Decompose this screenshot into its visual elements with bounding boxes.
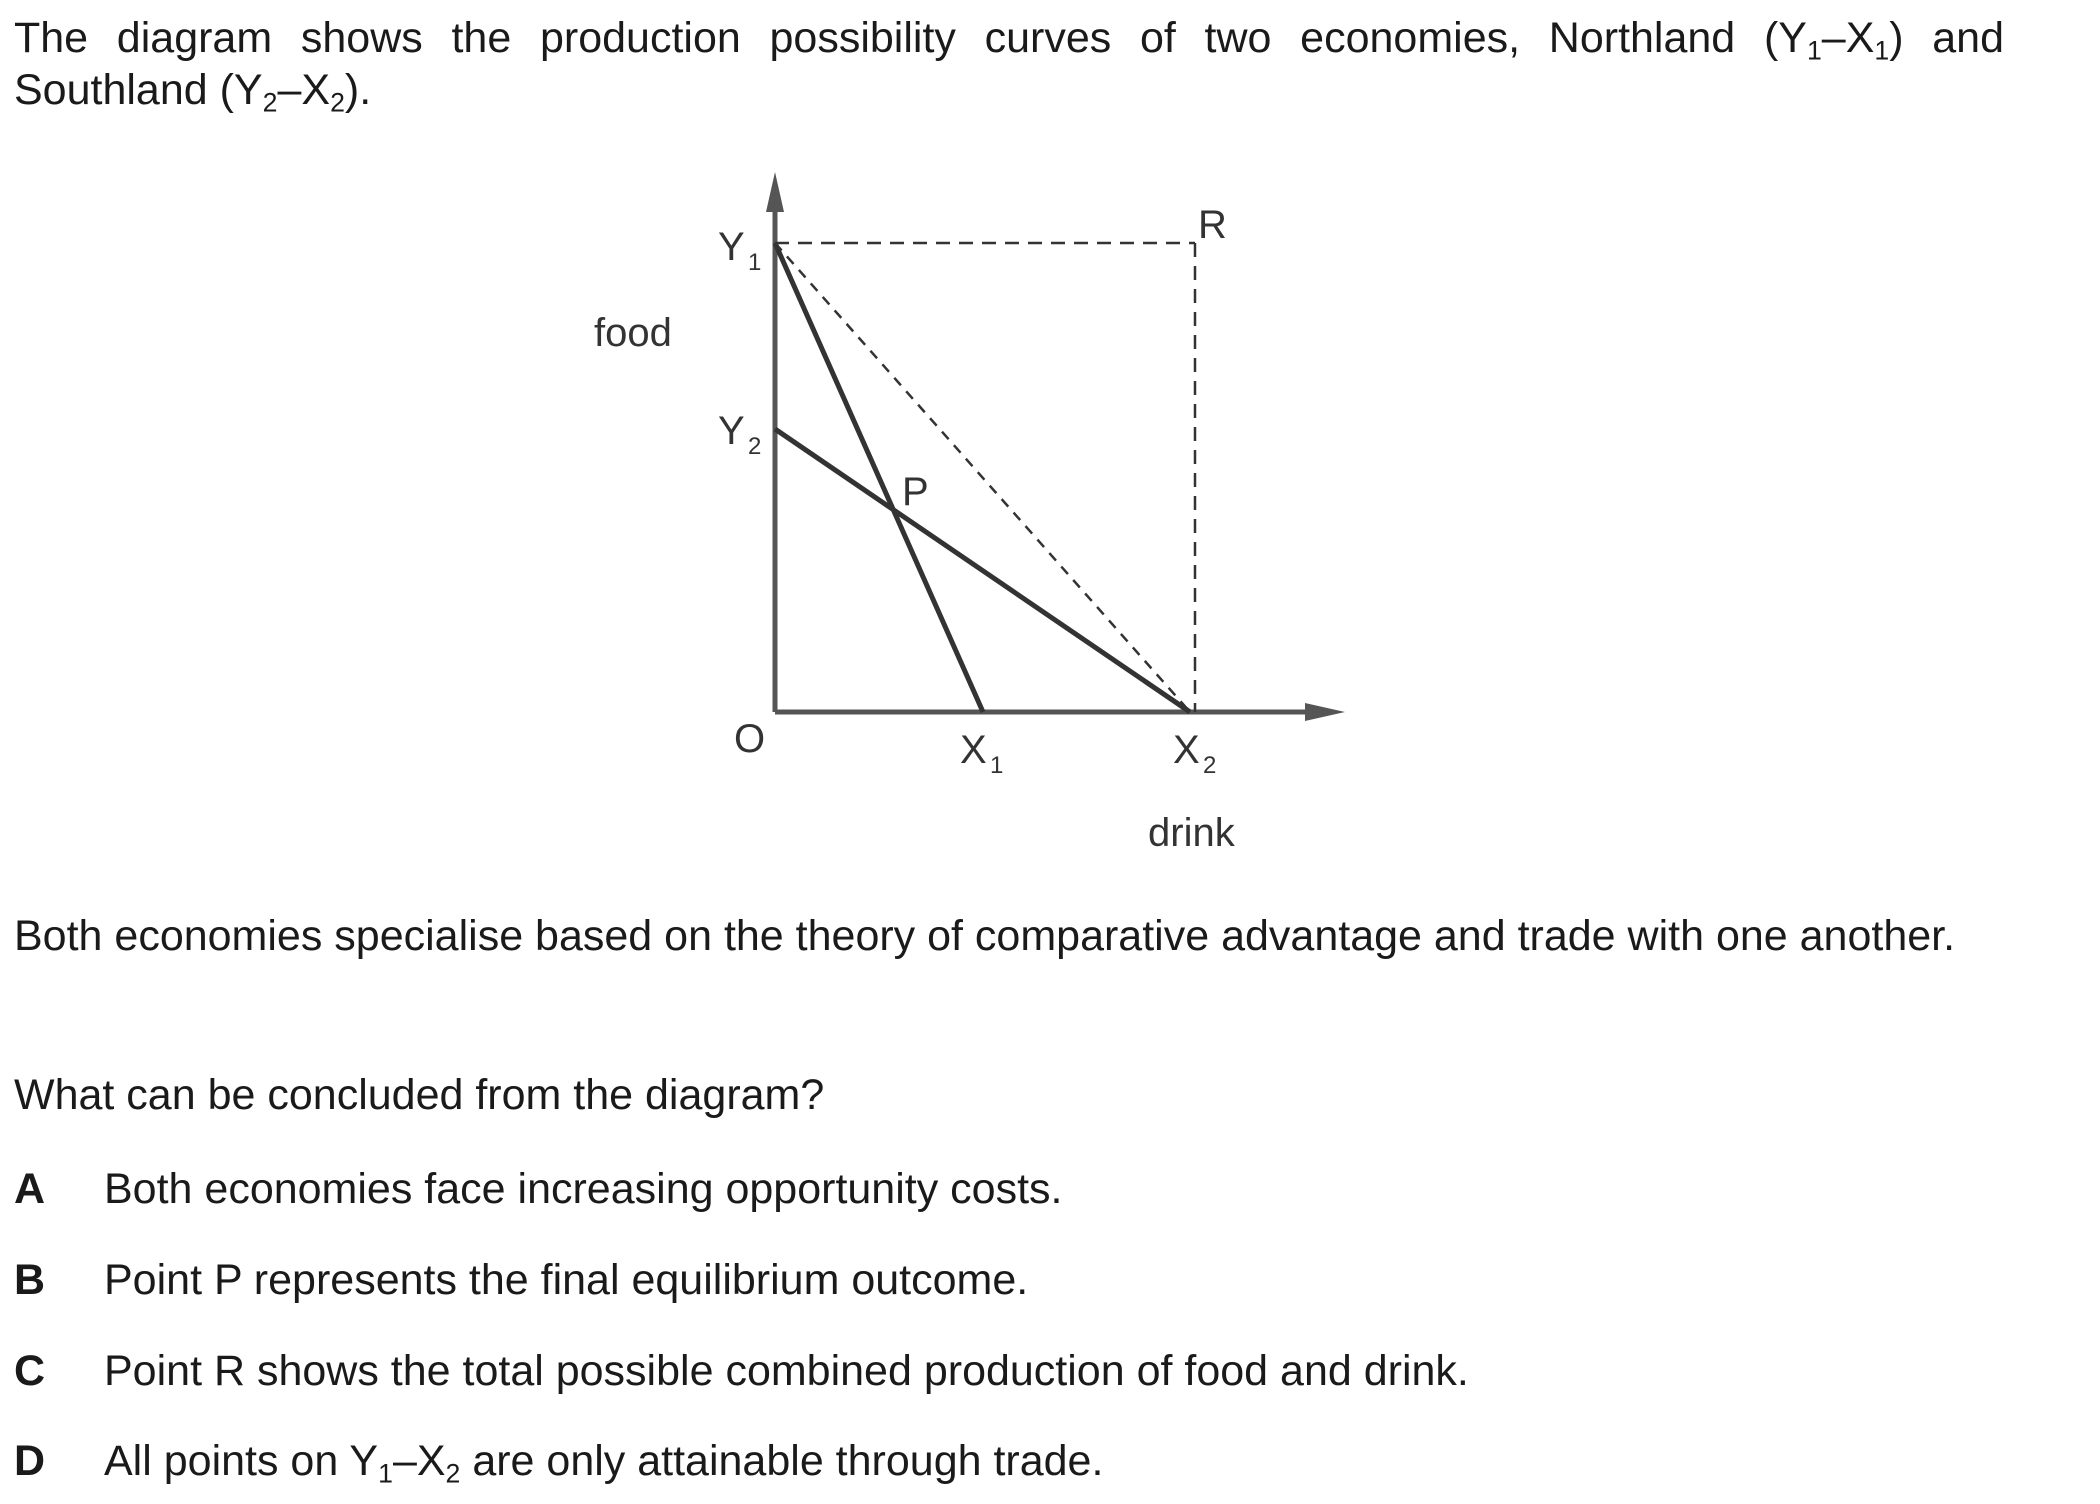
svg-text:X: X xyxy=(960,728,987,772)
option-a-letter: A xyxy=(14,1165,46,1213)
option-d-letter: D xyxy=(14,1437,46,1485)
x-axis-label: drink xyxy=(1148,811,1236,855)
point-x2-label: X 2 xyxy=(1173,728,1216,779)
question-text: What can be concluded from the diagram? xyxy=(14,1071,825,1119)
svg-text:X: X xyxy=(1173,728,1200,772)
ppc-diagram: food drink O Y 1 Y 2 X 1 X 2 P R xyxy=(594,172,1345,855)
svg-text:Y: Y xyxy=(718,409,745,453)
svg-text:2: 2 xyxy=(748,433,761,460)
point-p-label: P xyxy=(902,470,929,514)
southland-ppc-line xyxy=(773,426,1192,715)
option-c-text: Point R shows the total possible combine… xyxy=(104,1347,1469,1395)
point-x1-label: X 1 xyxy=(960,728,1003,779)
origin-label: O xyxy=(734,717,765,761)
point-y1-label: Y 1 xyxy=(718,225,761,276)
x-axis-arrowhead xyxy=(1305,703,1345,721)
intro-paragraph: The diagram shows the production possibi… xyxy=(14,14,2004,118)
option-c-letter: C xyxy=(14,1347,46,1395)
svg-text:1: 1 xyxy=(990,752,1003,779)
option-b-text: Point P represents the final equilibrium… xyxy=(104,1256,1029,1304)
svg-text:1: 1 xyxy=(748,249,761,276)
svg-text:Y: Y xyxy=(718,225,745,269)
option-a-text: Both economies face increasing opportuni… xyxy=(104,1165,1063,1213)
northland-ppc-line xyxy=(772,241,986,714)
point-y2-label: Y 2 xyxy=(718,409,761,460)
point-r-label: R xyxy=(1198,203,1227,247)
svg-text:2: 2 xyxy=(1203,752,1216,779)
y-axis-arrowhead xyxy=(766,172,784,212)
dashed-line-y1-x2 xyxy=(774,242,1191,713)
y-axis-label: food xyxy=(594,311,672,355)
option-b-letter: B xyxy=(14,1256,46,1304)
context-paragraph: Both economies specialise based on the t… xyxy=(14,912,1956,960)
option-d-text: All points on Y1–X2 are only attainable … xyxy=(104,1437,1104,1489)
